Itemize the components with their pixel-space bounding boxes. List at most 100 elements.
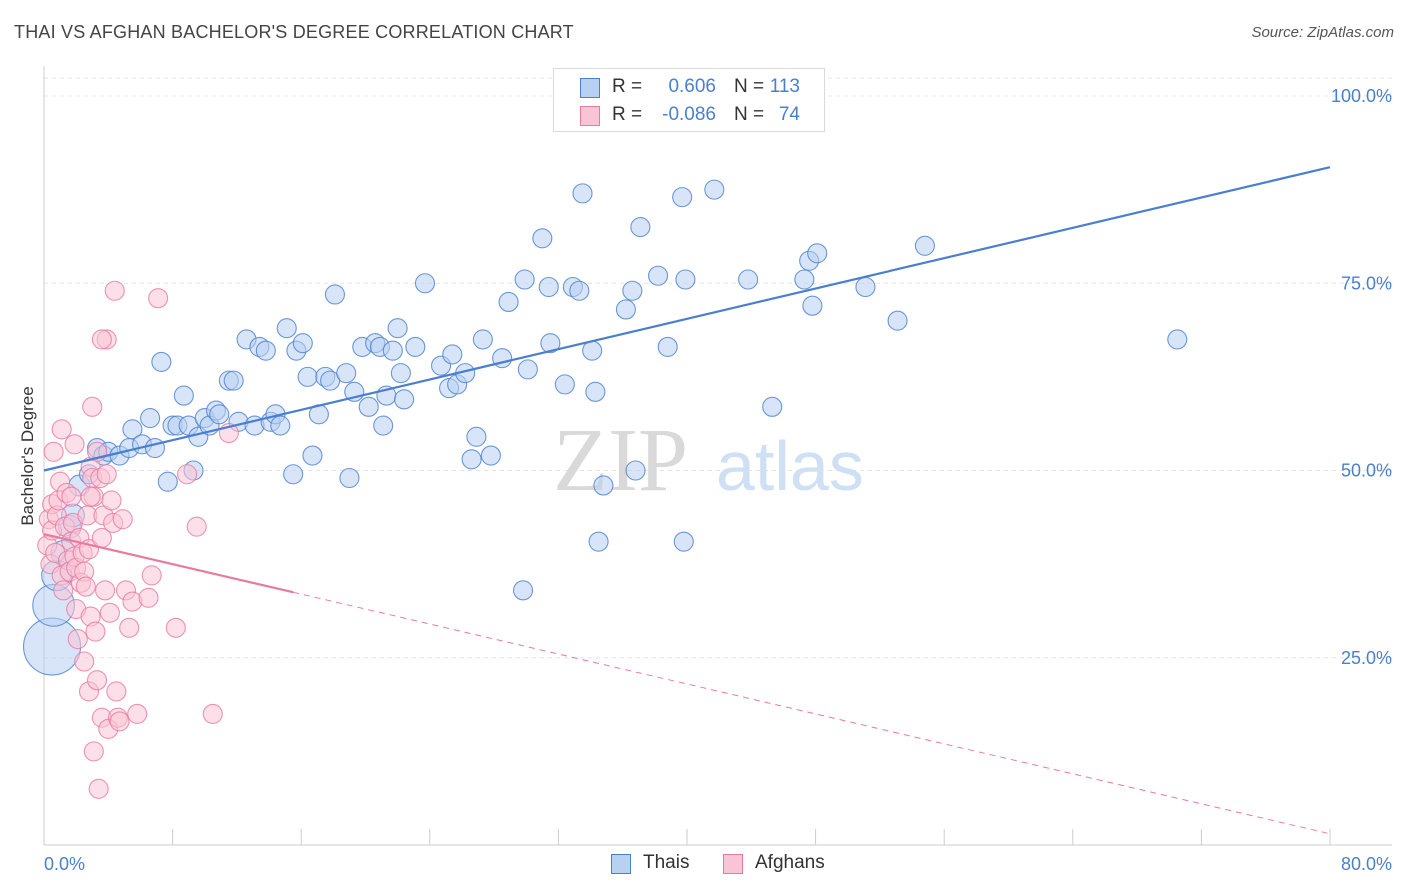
data-point — [209, 404, 230, 425]
trend-lines — [43, 166, 1331, 835]
data-point — [622, 280, 643, 301]
data-point — [186, 516, 207, 537]
data-point — [675, 269, 696, 290]
data-point — [106, 681, 127, 702]
watermark-atlas: atlas — [716, 427, 864, 505]
data-point — [302, 445, 323, 466]
data-point — [615, 299, 636, 320]
data-point — [324, 284, 346, 305]
data-point — [914, 235, 935, 256]
data-point — [532, 228, 553, 249]
data-point — [569, 280, 590, 301]
stats-row-thais: R = 0.606 N = 113 — [554, 73, 824, 101]
data-point — [99, 602, 120, 623]
data-point — [283, 464, 304, 485]
n-label: N = — [734, 76, 765, 97]
data-point — [88, 778, 109, 799]
data-point — [173, 385, 194, 406]
data-point — [394, 389, 415, 410]
data-point — [648, 265, 669, 286]
data-point — [82, 396, 103, 417]
data-point — [80, 486, 101, 507]
data-point — [512, 580, 534, 601]
data-point — [112, 509, 133, 530]
data-point — [43, 441, 64, 462]
data-point — [144, 437, 165, 459]
legend-label-afghans: Afghans — [755, 852, 825, 873]
legend: Thais Afghans — [0, 852, 1406, 876]
stats-box: R = 0.606 N = 113 R = -0.086 N = 74 — [553, 68, 825, 132]
data-point — [297, 366, 318, 387]
data-point — [67, 628, 88, 650]
data-point — [61, 486, 82, 507]
data-point — [223, 370, 244, 391]
data-point — [64, 434, 85, 455]
data-point — [140, 408, 161, 429]
data-point — [472, 329, 493, 350]
data-point — [91, 329, 112, 350]
data-point — [625, 460, 646, 481]
source-attribution: Source: ZipAtlas.com — [1251, 24, 1394, 41]
y-tick-label: 25.0% — [1341, 648, 1392, 668]
data-point — [83, 741, 104, 762]
x-tick-label-max: 80.0% — [1341, 854, 1392, 874]
n-label: N = — [734, 104, 765, 125]
y-tick-label: 75.0% — [1341, 273, 1392, 293]
data-point — [657, 336, 678, 357]
y-tick-label: 100.0% — [1331, 86, 1392, 106]
data-point — [498, 291, 519, 313]
data-point — [585, 381, 606, 402]
r-label: R = — [612, 104, 643, 125]
data-point — [141, 565, 162, 586]
data-point — [480, 445, 501, 466]
data-point — [255, 340, 276, 361]
data-point — [157, 471, 178, 492]
data-point — [96, 464, 117, 485]
data-point — [86, 670, 108, 691]
watermark-zip: ZIP — [553, 411, 688, 510]
data-point — [373, 415, 394, 436]
legend-label-thais: Thais — [643, 852, 690, 873]
data-point — [270, 415, 291, 436]
data-point — [165, 617, 186, 638]
data-point — [138, 587, 159, 608]
data-point — [101, 490, 122, 511]
data-point — [630, 217, 651, 238]
x-tick-label-min: 0.0% — [44, 854, 85, 874]
data-point — [466, 426, 487, 447]
data-point — [540, 333, 561, 354]
data-point — [177, 464, 198, 485]
r-value: 0.606 — [668, 76, 716, 97]
data-point — [339, 467, 360, 489]
data-point — [122, 419, 143, 440]
data-point — [127, 703, 148, 724]
data-point — [738, 269, 759, 290]
data-point — [151, 351, 172, 372]
data-point — [358, 396, 379, 417]
data-point — [336, 363, 357, 384]
data-point — [593, 475, 614, 496]
data-point — [414, 273, 436, 294]
data-point — [704, 179, 725, 200]
trend-line-thais — [43, 166, 1331, 472]
data-point — [405, 336, 426, 357]
data-point — [119, 617, 140, 638]
data-point — [202, 703, 223, 724]
series-afghans — [37, 280, 239, 799]
data-point — [538, 276, 559, 298]
data-point — [53, 580, 74, 601]
data-point — [442, 344, 463, 365]
n-value: 113 — [769, 76, 800, 97]
stats-row-afghans: R = -0.086 N = 74 — [554, 101, 824, 129]
data-point — [276, 318, 297, 339]
legend-swatch-thais — [611, 854, 631, 874]
data-point — [802, 295, 823, 316]
data-point — [292, 333, 313, 354]
data-point — [461, 449, 482, 470]
data-points — [22, 179, 1188, 799]
trend-line-extension-afghans — [293, 591, 1331, 835]
axes — [43, 66, 1392, 846]
r-value: -0.086 — [662, 104, 716, 125]
data-point — [387, 318, 408, 339]
